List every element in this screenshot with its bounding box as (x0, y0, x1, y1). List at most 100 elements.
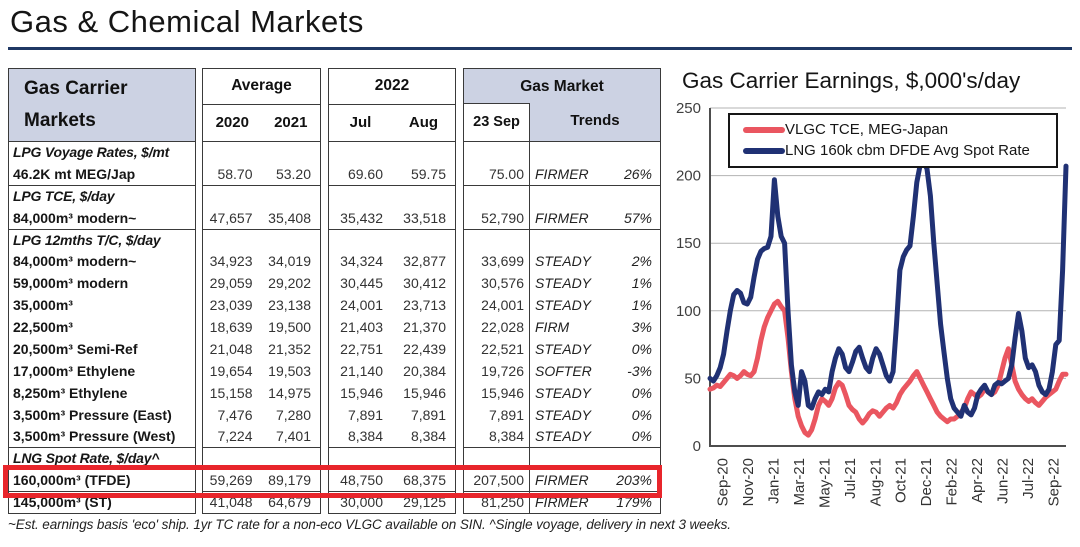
cell-value: FIRMER (535, 209, 589, 226)
table-row-label: 22,500m³ (13, 319, 73, 335)
cell-value: 7,476 (217, 406, 253, 423)
legend-item: LNG 160k cbm DFDE Avg Spot Rate (730, 140, 1056, 161)
cell-value: STEADY (535, 384, 592, 401)
cell-value: 58.70 (217, 165, 253, 182)
cell-value (203, 142, 262, 164)
cell-value: 33,699 (464, 251, 530, 274)
cell-value: 15,946 (340, 384, 383, 401)
x-axis-tick-label: Sep-20 (715, 458, 732, 506)
plot-svg: 0 50 100 150 200 250 Sep-20 Nov-20 Jan-21 Mar-21 M… (676, 100, 1069, 508)
table-row-gasmarket (464, 229, 660, 252)
table-row-gasmarket: 75.00 FIRMER 26% (464, 163, 660, 186)
cell-value: 64,679 (268, 494, 311, 510)
cell-value: 7,891 (347, 406, 383, 423)
cell-value: 21,352 (268, 340, 311, 357)
gas-carrier-table: Gas Carrier Markets LPG Voyage Rates, $/… (8, 68, 196, 514)
cell-value: 59,269 (209, 472, 253, 489)
cell-value: 0% (631, 340, 652, 357)
cell-value: 53.20 (275, 165, 311, 182)
y-axis-tick-label: 100 (676, 303, 701, 320)
chart-title: Gas Carrier Earnings, $,000's/day (682, 68, 1021, 93)
col-23-sep: 23 Sep (464, 103, 530, 142)
gas-market-values-column: 75.00 FIRMER 26% 52,790 FIRMER 57% 33,699 STEAD… (464, 142, 660, 514)
cell-value: 21,140 (340, 362, 383, 379)
cell-value (329, 230, 392, 252)
table-row-gasmarket: 33,699 STEADY 2% (464, 251, 660, 274)
table-row-gasmarket: 19,726 SOFTER -3% (464, 360, 660, 383)
cell-value: 57% (623, 209, 652, 226)
legend-label: VLGC TCE, MEG-Japan (785, 121, 949, 138)
table-row-values: 7,891 7,891 (329, 405, 455, 427)
table-row-label: 46.2K mt MEG/Jap (9, 164, 195, 186)
cell-value: STEADY (535, 340, 592, 357)
table-row-gasmarket: 15,946 STEADY 0% (464, 382, 660, 405)
table-row-gasmarket: 8,384 STEADY 0% (464, 426, 660, 449)
cell-value: 14,975 (268, 384, 311, 401)
cell-value: 0% (631, 428, 652, 445)
cell-value: 29,059 (209, 275, 253, 292)
cell-value: 22,751 (340, 340, 383, 357)
x-axis-tick-label: Jan-21 (766, 458, 783, 504)
title-underline (8, 47, 1072, 50)
table-row-gasmarket: 81,250 FIRMER 179% (464, 492, 660, 514)
cell-value: 19,654 (209, 362, 253, 379)
x-axis-tick-label: Sep-22 (1045, 458, 1062, 506)
cell-value: 32,877 (403, 253, 446, 270)
cell-value: 7,224 (217, 428, 253, 445)
y-axis-tick-label: 0 (693, 438, 701, 455)
cell-value: 7,280 (275, 406, 311, 423)
table-row-values (203, 186, 320, 208)
table-row-values: 34,324 32,877 (329, 251, 455, 273)
table-header-line1: Gas Carrier (24, 78, 128, 100)
cell-value: 41,048 (209, 494, 253, 510)
legend-swatch (743, 147, 785, 154)
year-2022-values-column: 69.60 59.75 35,432 33,518 34,324 32,877 30,445… (329, 142, 455, 514)
table-row-gasmarket (464, 185, 660, 208)
series-line-lng (707, 159, 1069, 419)
table-row-label: 84,000m³ modern~ (13, 253, 137, 270)
table-row-label: 3,500m³ Pressure (East) (13, 406, 172, 423)
table-row-gasmarket (464, 142, 660, 164)
cell-value: 47,657 (209, 209, 253, 226)
cell-value: 22,521 (464, 338, 530, 361)
cell-value: STEADY (535, 253, 592, 270)
cell-value: STEADY (535, 297, 592, 314)
cell-value: -3% (627, 362, 652, 379)
cell-value: 35,432 (340, 209, 383, 226)
cell-value: 22,439 (403, 340, 446, 357)
table-row-values: 21,048 21,352 (203, 339, 320, 361)
cell-value: 75.00 (464, 163, 530, 185)
cell-value: 34,019 (268, 253, 311, 270)
gas-carrier-table-header: Gas Carrier Markets (9, 69, 195, 142)
cell-value: 30,576 (464, 273, 530, 296)
cell-value (464, 142, 530, 164)
average-table: Average 2020 2021 58.70 53.20 47,657 35,408… (202, 68, 321, 514)
table-row-gasmarket (464, 448, 660, 471)
legend-item: VLGC TCE, MEG-Japan (730, 119, 1056, 140)
table-row-gasmarket: 22,028 FIRM 3% (464, 317, 660, 339)
cell-value: 1% (631, 275, 652, 292)
cell-value: 179% (616, 494, 652, 510)
cell-value (464, 229, 530, 252)
cell-value: 207,500 (464, 470, 530, 491)
section-row: LNG Spot Rate, $/day^ (13, 450, 160, 467)
table-row-values: 41,048 64,679 (203, 492, 320, 514)
cell-value (530, 186, 535, 208)
cell-value: 52,790 (464, 207, 530, 229)
table-row-values: 30,000 29,125 (329, 492, 455, 514)
col-2020: 2020 (215, 114, 249, 131)
year-2022-header: 2022 (329, 69, 455, 105)
x-axis-tick-label: Jul-22 (1020, 458, 1037, 499)
table-row-values: 30,445 30,412 (329, 273, 455, 295)
y-axis-tick-label: 250 (676, 100, 701, 117)
x-axis-tick-label: Jul-21 (842, 458, 859, 499)
cell-value: 69.60 (347, 165, 383, 182)
table-row-values: 48,750 68,375 (329, 470, 455, 492)
cell-value: 7,401 (275, 428, 311, 445)
chart-legend: VLGC TCE, MEG-Japan LNG 160k cbm DFDE Avg… (728, 113, 1058, 168)
x-axis-tick-label: May-21 (816, 458, 833, 508)
cell-value: 19,726 (464, 360, 530, 383)
table-row-values: 7,224 7,401 (203, 426, 320, 449)
cell-value: 29,202 (268, 275, 311, 292)
earnings-chart: Gas Carrier Earnings, $,000's/day VLGC T… (658, 58, 1080, 545)
